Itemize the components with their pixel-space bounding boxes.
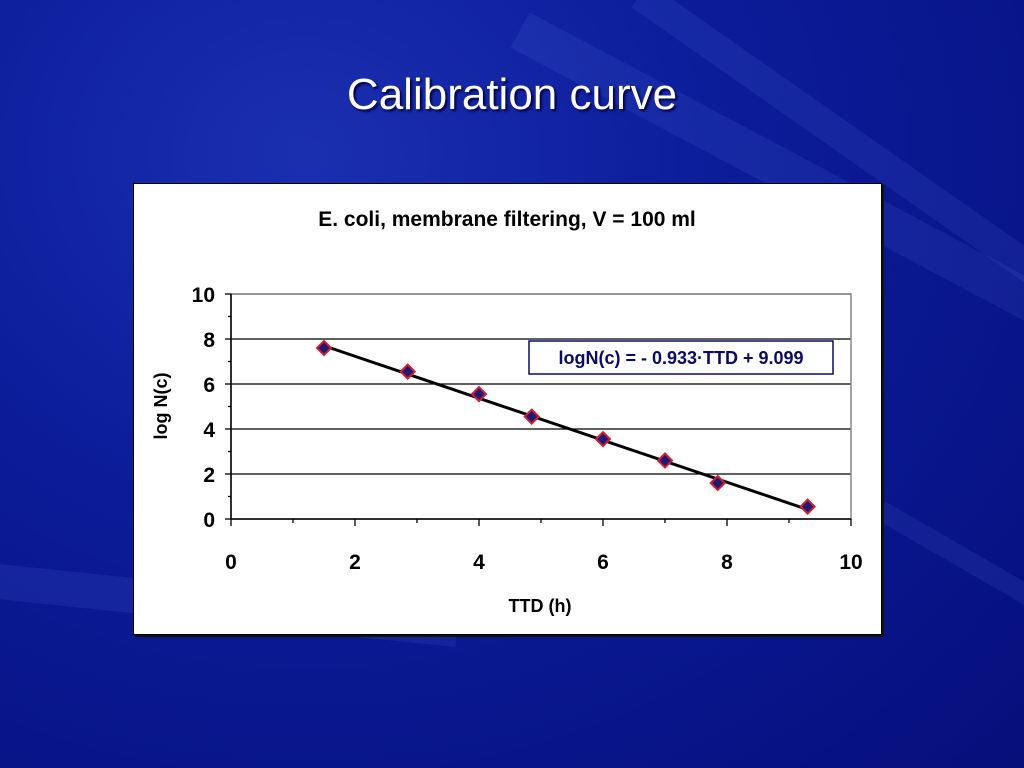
data-point — [799, 498, 817, 516]
data-point — [656, 452, 674, 469]
equation-label: logN(c) = - 0.933·TTD + 9.099 — [558, 348, 803, 368]
plot-area — [230, 293, 852, 520]
y-tick-label: 6 — [203, 374, 215, 397]
x-tick-label: 0 — [225, 551, 237, 574]
chart-panel: E. coli, membrane filtering, V = 100 ml … — [133, 183, 882, 635]
x-tick-label: 2 — [349, 551, 361, 574]
x-tick-label: 10 — [839, 551, 862, 574]
y-tick-label: 2 — [203, 464, 215, 487]
tick-labels: 0 2 4 6 8 10 0 2 4 6 8 10 — [192, 284, 863, 574]
data-point — [315, 339, 333, 357]
x-axis-title: TTD (h) — [509, 596, 572, 616]
x-tick-label: 6 — [597, 551, 609, 574]
slide-title: Calibration curve — [346, 70, 678, 119]
data-points — [315, 339, 817, 516]
y-tick-label: 8 — [203, 329, 215, 352]
data-point — [523, 408, 541, 426]
equation-frame — [528, 340, 834, 375]
data-point — [594, 430, 612, 448]
y-tick-label: 4 — [203, 419, 215, 442]
equation-box: logN(c) = - 0.933·TTD + 9.099 — [528, 340, 834, 375]
chart-title: E. coli, membrane filtering, V = 100 ml — [318, 208, 696, 231]
y-tick-label: 0 — [203, 509, 215, 532]
data-point — [399, 363, 417, 381]
y-axis-title: log N(c) — [151, 373, 171, 440]
x-tick-label: 4 — [473, 551, 485, 574]
data-point — [470, 385, 488, 403]
data-point — [709, 474, 727, 492]
axes — [225, 293, 852, 526]
x-tick-label: 8 — [721, 551, 733, 574]
background-streak — [875, 501, 1024, 619]
chart: E. coli, membrane filtering, V = 100 ml … — [151, 208, 863, 616]
grid — [231, 293, 851, 475]
y-tick-label: 10 — [192, 284, 215, 307]
